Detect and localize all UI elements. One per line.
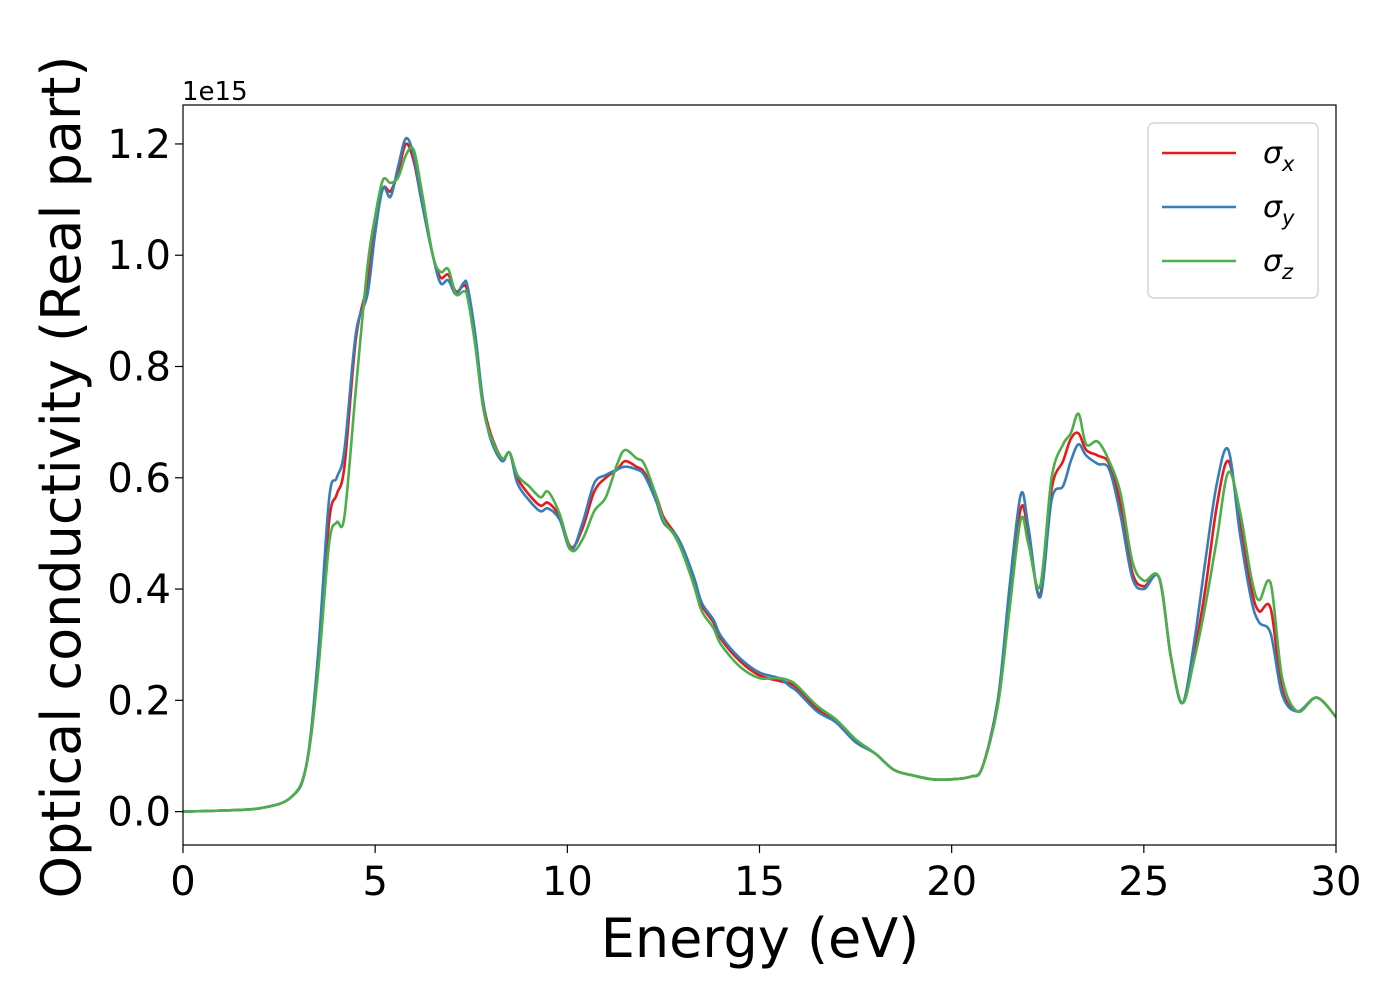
legend-item-z: σz <box>1162 244 1294 284</box>
y-tick-label: 1.2 <box>107 122 171 168</box>
y-tick-label: 0.6 <box>107 456 171 502</box>
x-tick-label: 30 <box>1311 859 1362 905</box>
x-axis-label: Energy (eV) <box>601 907 920 970</box>
x-tick-label: 5 <box>362 859 387 905</box>
y-tick-label: 0.2 <box>107 678 171 724</box>
legend-label: σz <box>1263 244 1294 284</box>
y-tick-label: 0.8 <box>107 345 171 391</box>
x-tick-label: 15 <box>734 859 785 905</box>
y-tick-label: 1.0 <box>107 233 171 279</box>
series-layer <box>183 136 1336 813</box>
y-tick-label: 0.4 <box>107 567 171 613</box>
x-tick-label: 10 <box>542 859 593 905</box>
y-axis-label: Optical conductivity (Real part) <box>30 56 93 899</box>
x-axis-ticks: 0 5 10 15 20 25 30 <box>170 845 1361 905</box>
x-tick-label: 25 <box>1118 859 1169 905</box>
legend-frame <box>1147 122 1319 299</box>
series-line-y <box>183 136 1336 813</box>
y-tick-label: 0.0 <box>107 790 171 836</box>
y-axis-ticks: 0.0 0.2 0.4 0.6 0.8 1.0 1.2 <box>107 122 183 836</box>
series-line-z <box>183 146 1336 813</box>
plot-frame <box>182 104 1337 846</box>
series-line-x <box>183 142 1336 813</box>
x-tick-label: 0 <box>170 859 195 905</box>
y-offset-label: 1e15 <box>182 77 248 107</box>
x-tick-label: 20 <box>926 859 977 905</box>
